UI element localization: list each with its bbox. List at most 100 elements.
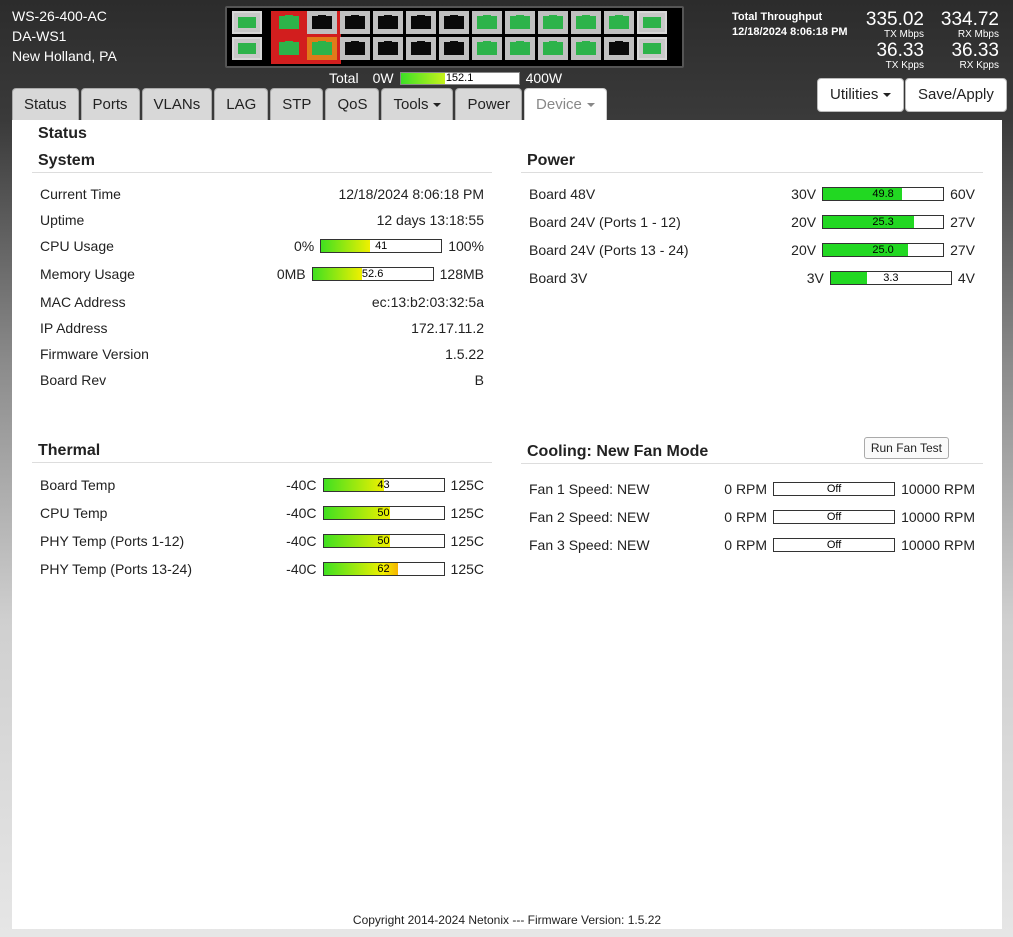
fan-speed-label: Fan 1 Speed: NEW — [529, 481, 650, 497]
ethernet-port[interactable] — [373, 11, 403, 34]
tab-device[interactable]: Device — [524, 88, 607, 120]
sfp-port[interactable] — [637, 37, 667, 60]
temperature-fill — [323, 507, 390, 519]
temperature-bar: 50 — [322, 506, 445, 520]
port-icon — [345, 15, 365, 29]
cpu-usage-meter: 0% 41 100% — [294, 236, 484, 256]
rx-kpps-value: 36.33 — [951, 40, 999, 61]
page-title: Status — [38, 125, 87, 142]
power-rail-row: Board 3V 3V 3.3 4V — [529, 268, 975, 288]
temperature-min: -40C — [286, 477, 317, 493]
power-rail-min: 30V — [791, 186, 817, 202]
ethernet-port[interactable] — [604, 11, 634, 34]
chevron-down-icon — [586, 103, 595, 108]
ethernet-port[interactable] — [472, 37, 502, 60]
uptime-label: Uptime — [40, 212, 85, 228]
port-icon — [510, 15, 530, 29]
sfp-port-group — [232, 11, 262, 60]
port-icon — [238, 17, 256, 28]
total-power-label: Total — [329, 70, 359, 86]
ethernet-port[interactable] — [406, 37, 436, 60]
tab-stp[interactable]: STP — [270, 88, 324, 120]
chevron-down-icon — [433, 103, 442, 108]
power-rail-fill — [830, 272, 867, 284]
firmware-version-value: 1.5.22 — [445, 346, 484, 362]
sfp-port[interactable] — [232, 37, 262, 60]
ethernet-port[interactable] — [340, 11, 370, 34]
power-rail-bar: 3.3 — [829, 271, 952, 285]
fan-speed-row: Fan 1 Speed: NEW 0 RPM Off 10000 RPM — [529, 479, 975, 499]
ethernet-port[interactable] — [538, 37, 568, 60]
power-rail-meter: 20V 25.0 27V — [791, 240, 975, 260]
ethernet-port[interactable] — [373, 37, 403, 60]
tab-ports[interactable]: Ports — [80, 88, 140, 120]
ethernet-port[interactable] — [439, 11, 469, 34]
fan-speed-value: Off — [826, 511, 842, 523]
temperature-min: -40C — [286, 505, 317, 521]
tab-vlans[interactable]: VLANs — [141, 88, 213, 120]
tab-qos[interactable]: QoS — [325, 88, 380, 120]
mac-address-row: MAC Address ec:13:b2:03:32:5a — [40, 292, 484, 312]
uptime-row: Uptime 12 days 13:18:55 — [40, 210, 484, 230]
temperature-meter: -40C 62 125C — [286, 559, 484, 579]
throughput-title: Total Throughput — [732, 11, 823, 23]
ethernet-port[interactable] — [307, 11, 337, 34]
memory-usage-meter: 0MB 52.6 128MB — [277, 264, 484, 284]
ethernet-port[interactable] — [571, 11, 601, 34]
temperature-label: CPU Temp — [40, 505, 108, 521]
ethernet-port[interactable] — [505, 37, 535, 60]
temperature-min: -40C — [286, 561, 317, 577]
memory-usage-row: Memory Usage 0MB 52.6 128MB — [40, 264, 484, 284]
ethernet-port[interactable] — [307, 37, 337, 60]
sfp-port[interactable] — [637, 11, 667, 34]
power-rail-fill — [823, 244, 909, 256]
fan-speed-label: Fan 2 Speed: NEW — [529, 509, 650, 525]
tx-mbps-stat: 335.02 TX Mbps — [862, 10, 924, 40]
utilities-button[interactable]: Utilities — [817, 78, 905, 112]
main-tabs: Status Ports VLANs LAG STP QoS Tools Pow… — [12, 88, 607, 120]
ethernet-port[interactable] — [604, 37, 634, 60]
save-apply-button[interactable]: Save/Apply — [905, 78, 1007, 112]
ethernet-port[interactable] — [274, 37, 304, 60]
temperature-value: 43 — [377, 479, 390, 491]
cpu-usage-fill — [321, 240, 371, 252]
tab-status[interactable]: Status — [12, 88, 79, 120]
run-fan-test-button[interactable]: Run Fan Test — [863, 437, 949, 459]
ethernet-port[interactable] — [571, 37, 601, 60]
ethernet-port[interactable] — [472, 11, 502, 34]
firmware-version-row: Firmware Version 1.5.22 — [40, 344, 484, 364]
tab-lag[interactable]: LAG — [214, 88, 269, 120]
sfp-port[interactable] — [232, 11, 262, 34]
ethernet-port[interactable] — [538, 11, 568, 34]
port-icon — [444, 15, 464, 29]
ethernet-port[interactable] — [340, 37, 370, 60]
port-icon — [609, 41, 629, 55]
ethernet-port[interactable] — [406, 11, 436, 34]
fan-speed-bar: Off — [773, 538, 896, 552]
fan-speed-value: Off — [826, 483, 842, 495]
port-icon — [643, 43, 661, 54]
temperature-value: 62 — [377, 563, 390, 575]
fan-speed-meter: 0 RPM Off 10000 RPM — [724, 535, 975, 555]
ip-address-label: IP Address — [40, 320, 108, 336]
port-icon — [543, 15, 563, 29]
port-icon — [345, 41, 365, 55]
device-info: WS-26-400-AC DA-WS1 New Holland, PA — [12, 6, 117, 66]
memory-usage-label: Memory Usage — [40, 266, 135, 282]
power-rail-value: 49.8 — [872, 188, 894, 200]
ethernet-port[interactable] — [439, 37, 469, 60]
temperature-bar: 50 — [322, 534, 445, 548]
power-rail-bar: 25.0 — [822, 243, 945, 257]
total-power-value: 152.1 — [445, 71, 474, 84]
tab-power[interactable]: Power — [455, 88, 523, 120]
temperature-row: PHY Temp (Ports 13-24) -40C 62 125C — [40, 559, 484, 579]
cpu-usage-row: CPU Usage 0% 41 100% — [40, 236, 484, 256]
power-rail-meter: 30V 49.8 60V — [791, 184, 975, 204]
ethernet-port[interactable] — [505, 11, 535, 34]
rx-mbps-value: 334.72 — [940, 9, 999, 30]
fan-speed-value: Off — [826, 539, 842, 551]
port-icon — [510, 41, 530, 55]
ethernet-port[interactable] — [274, 11, 304, 34]
system-title: System — [32, 149, 492, 173]
tab-tools[interactable]: Tools — [381, 88, 454, 120]
